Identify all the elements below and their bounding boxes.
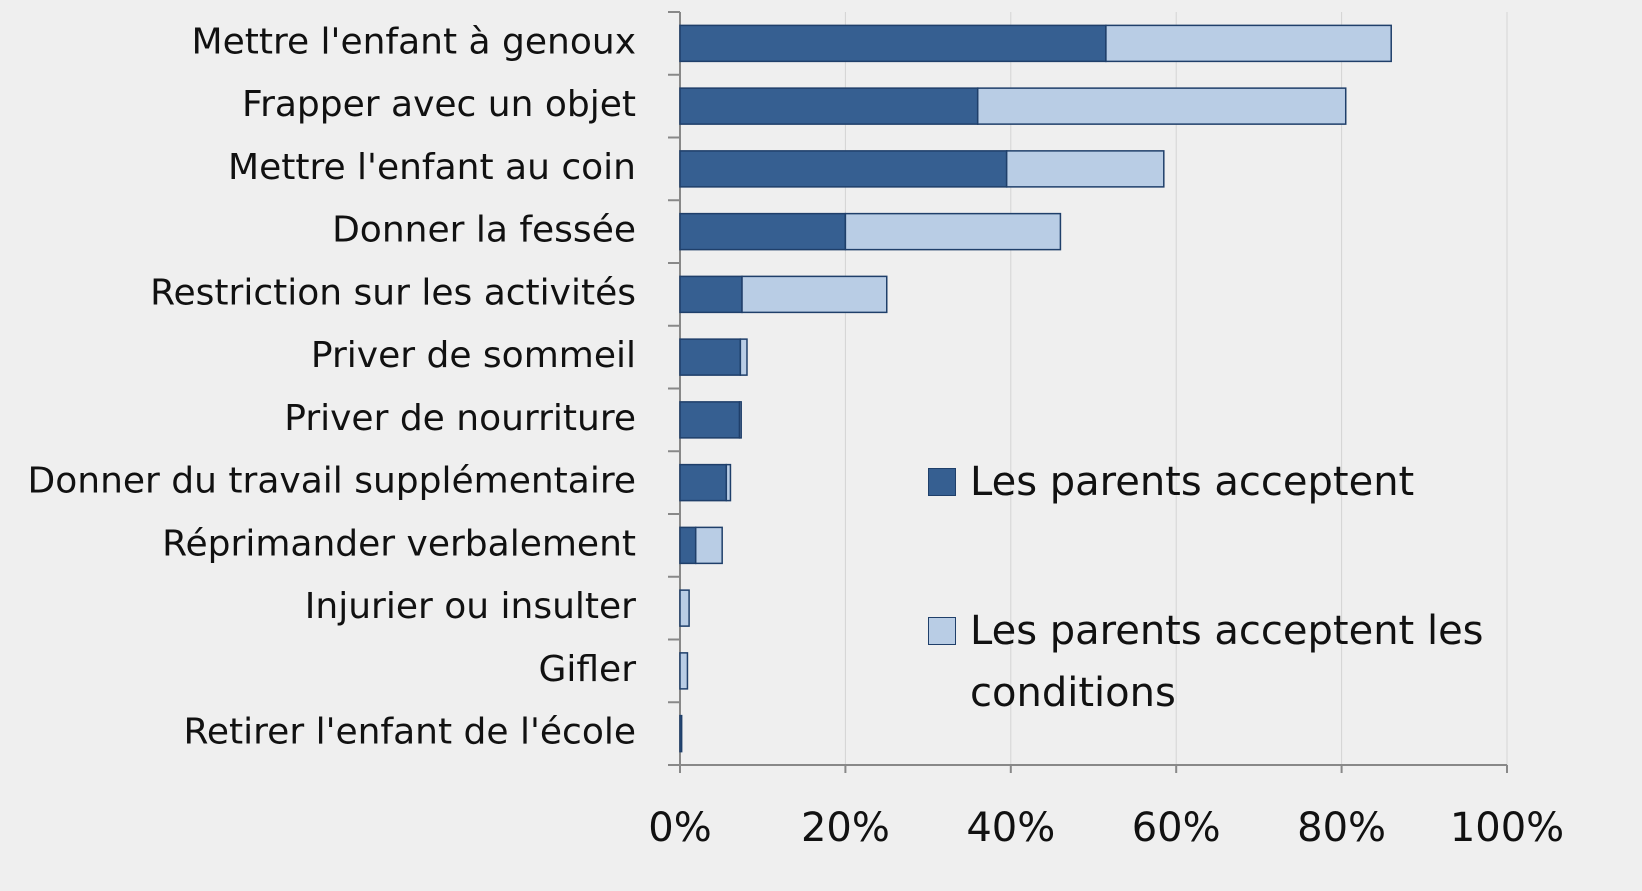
category-label: Mettre l'enfant au coin [228, 147, 636, 188]
page: 0% 20% 40% 60% 80% 100% Mettre l'enfant à geno… [0, 0, 1642, 891]
bar-segment [680, 25, 1106, 61]
bar-segment [680, 214, 845, 250]
bar-segment [680, 527, 696, 563]
legend-label: Les parents acceptent [970, 451, 1530, 513]
category-label: Frapper avec un objet [242, 84, 636, 125]
x-tick-label: 0% [648, 805, 711, 851]
category-label: Donner la fessée [332, 210, 636, 251]
x-tick-label: 60% [1132, 805, 1221, 851]
legend-label: Les parents acceptent les conditions [970, 600, 1530, 724]
bar-segment [978, 88, 1346, 124]
bar-segment [680, 402, 740, 438]
bar-segment [680, 465, 726, 501]
x-tick-label: 100% [1450, 805, 1564, 851]
x-tick-label: 80% [1297, 805, 1386, 851]
legend-swatch [928, 617, 956, 645]
bar-segment [680, 276, 742, 312]
bar-segment [740, 402, 742, 438]
category-label: Injurier ou insulter [305, 586, 636, 627]
category-label: Priver de sommeil [311, 335, 636, 376]
bar-segment [1106, 25, 1391, 61]
legend-swatch [928, 468, 956, 496]
category-label: Restriction sur les activités [150, 272, 636, 313]
category-label: Réprimander verbalement [162, 523, 636, 564]
x-tick-label: 40% [966, 805, 1055, 851]
bar-segment [680, 653, 687, 689]
category-label: Retirer l'enfant de l'école [184, 712, 637, 753]
bar-segment [680, 88, 978, 124]
chart: 0% 20% 40% 60% 80% 100% Mettre l'enfant à geno… [0, 0, 1642, 891]
category-label: Priver de nourriture [284, 398, 636, 439]
x-tick-label: 20% [801, 805, 890, 851]
category-label: Mettre l'enfant à genoux [192, 21, 636, 62]
bar-segment [742, 276, 887, 312]
bar-segment [680, 716, 682, 752]
bar-segment [740, 339, 747, 375]
bar-segment [680, 151, 1007, 187]
category-label: Donner du travail supplémentaire [28, 461, 636, 502]
bar-segment [680, 590, 689, 626]
bar-segment [845, 214, 1060, 250]
bar-segment [696, 527, 722, 563]
bar-segment [680, 339, 740, 375]
bar-segment [726, 465, 730, 501]
bar-segment [1007, 151, 1164, 187]
category-label: Gifler [538, 649, 636, 690]
